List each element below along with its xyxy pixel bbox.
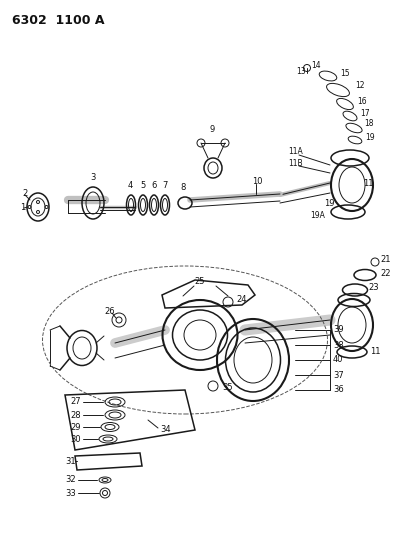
Text: 4: 4 [128, 182, 133, 190]
Text: 2: 2 [22, 190, 27, 198]
Text: 16: 16 [357, 96, 367, 106]
Text: 26: 26 [104, 306, 115, 316]
Text: 29: 29 [70, 423, 80, 432]
Text: 37: 37 [333, 370, 344, 379]
Text: 12: 12 [355, 82, 364, 91]
Text: 40: 40 [333, 356, 344, 365]
Text: 11A: 11A [288, 148, 303, 157]
Text: 8: 8 [180, 182, 185, 191]
Text: 36: 36 [333, 385, 344, 394]
Text: 19: 19 [365, 133, 375, 141]
Text: 11B: 11B [288, 158, 303, 167]
Text: 15: 15 [340, 69, 350, 77]
Text: 11: 11 [363, 179, 373, 188]
Text: 6302  1100 A: 6302 1100 A [12, 13, 104, 27]
Text: 19: 19 [324, 199, 335, 208]
Text: 1: 1 [20, 203, 25, 212]
Text: 31: 31 [65, 456, 75, 465]
Text: 11: 11 [370, 348, 381, 357]
Text: 28: 28 [70, 410, 81, 419]
Text: 33: 33 [65, 489, 76, 497]
Text: 27: 27 [70, 397, 81, 406]
Text: 6: 6 [151, 182, 156, 190]
Text: 24: 24 [236, 295, 246, 304]
Text: 5: 5 [140, 182, 145, 190]
Text: 21: 21 [380, 255, 390, 264]
Text: 3: 3 [90, 174, 95, 182]
Text: 13: 13 [296, 68, 306, 77]
Text: 17: 17 [360, 109, 370, 117]
Text: 22: 22 [380, 270, 390, 279]
Text: 18: 18 [364, 119, 373, 128]
Text: 14: 14 [311, 61, 321, 70]
Text: 10: 10 [252, 176, 262, 185]
Text: 32: 32 [65, 475, 75, 484]
Text: 30: 30 [70, 434, 81, 443]
Text: 25: 25 [194, 278, 204, 287]
Text: 38: 38 [333, 341, 344, 350]
Text: 39: 39 [333, 326, 344, 335]
Text: 19A: 19A [310, 212, 325, 221]
Text: 7: 7 [162, 182, 167, 190]
Text: 9: 9 [210, 125, 215, 134]
Text: 23: 23 [368, 284, 379, 293]
Text: 35: 35 [222, 383, 233, 392]
Text: 34: 34 [160, 425, 171, 434]
